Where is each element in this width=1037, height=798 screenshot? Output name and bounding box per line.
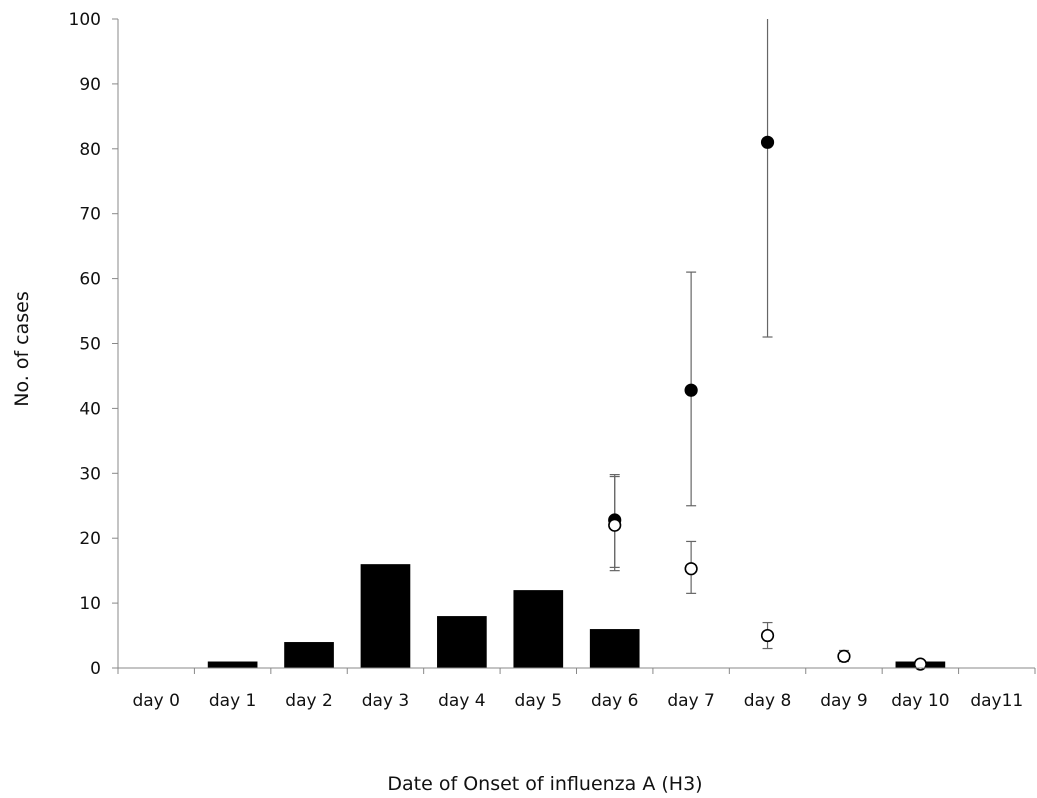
x-ticks-layer: day 0 day 1 day 2 day 3 day 4 day 5 day 6 day 7…: [117, 668, 1036, 711]
y-tick-label: 50: [79, 335, 101, 355]
x-axis-label: Date of Onset of influenza A (H3): [387, 773, 702, 795]
x-tick-label: day 9: [820, 691, 868, 711]
open-point: [608, 518, 622, 532]
filled-point: [760, 135, 775, 149]
points-layer: [608, 135, 927, 671]
x-tick-label: day 6: [591, 691, 639, 711]
y-tick-label: 100: [69, 10, 101, 30]
axes-layer: [117, 19, 1035, 669]
open-point: [837, 649, 851, 663]
x-tick-label: day 10: [891, 691, 949, 711]
open-point: [684, 562, 698, 576]
bar: [589, 629, 640, 668]
y-tick-label: 90: [79, 75, 101, 95]
open-point: [760, 628, 775, 643]
bar: [513, 590, 564, 668]
x-tick-label: day 5: [515, 691, 563, 711]
y-tick-label: 60: [79, 270, 101, 290]
y-tick-label: 40: [79, 399, 101, 419]
x-tick-label: day 3: [362, 691, 410, 711]
error-bars-layer: [609, 19, 926, 667]
y-tick-label: 70: [79, 205, 101, 225]
x-tick-label: day 7: [667, 691, 715, 711]
x-tick-label: day11: [970, 691, 1023, 711]
y-tick-label: 10: [79, 594, 101, 614]
bars-layer: [207, 564, 946, 668]
y-tick-label: 80: [79, 140, 101, 160]
x-tick-label: day 4: [438, 691, 486, 711]
bar: [284, 642, 334, 668]
open-point: [913, 657, 927, 671]
y-axis-label: No. of cases: [11, 291, 33, 407]
y-tick-label: 30: [79, 464, 101, 484]
x-tick-label: day 0: [132, 691, 180, 711]
y-tick-label: 0: [90, 659, 101, 679]
x-tick-label: day 1: [209, 691, 257, 711]
y-ticks-layer: 0 10 20 30 40 50 60 70 80 90 100: [69, 10, 118, 679]
bar: [437, 616, 487, 668]
filled-point: [684, 383, 698, 397]
y-tick-label: 20: [79, 529, 101, 549]
bar: [207, 661, 258, 668]
x-tick-label: day 8: [744, 691, 792, 711]
x-tick-label: day 2: [285, 691, 333, 711]
bar: [360, 564, 411, 668]
